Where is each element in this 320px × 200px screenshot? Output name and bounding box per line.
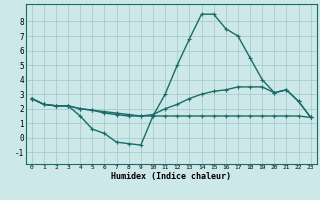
- X-axis label: Humidex (Indice chaleur): Humidex (Indice chaleur): [111, 172, 231, 181]
